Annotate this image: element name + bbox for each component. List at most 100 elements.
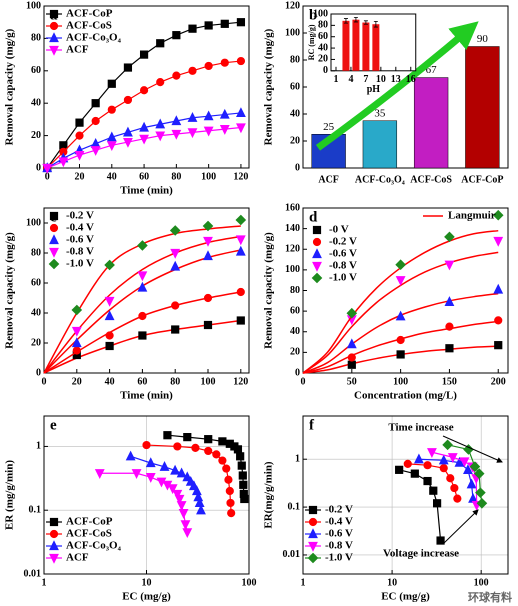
marker [466,478,477,489]
marker [171,129,182,140]
legend-label: -0.8 V [66,246,94,258]
legend-label: -0.2 V [66,210,94,222]
legend-label: ACF [66,552,89,564]
marker [139,50,149,59]
legend-label: -0.6 V [66,234,94,246]
marker [423,476,432,486]
bar [362,120,398,169]
marker [49,540,59,551]
marker [74,150,85,161]
marker [49,247,59,258]
y-tick-label: 100 [285,264,300,275]
marker [91,116,100,126]
x-axis-label: Time (min) [120,390,173,402]
legend-label: -0 V [329,224,349,236]
x-tick-label: 100 [201,376,216,387]
bar [413,77,449,169]
marker [90,137,101,148]
error-bar [373,20,378,28]
marker [139,86,149,95]
legend-label: ACF-CoS [66,528,112,540]
y-tick-label: 80 [31,247,41,258]
y-tick-label: 80 [318,20,328,31]
inset-bar [342,20,350,71]
y-tick-label: 0 [36,367,41,378]
marker [493,283,504,294]
marker [236,316,245,325]
marker [173,442,182,451]
marker [308,528,318,539]
x-axis-label: EC (mg/g) [381,591,430,603]
marker [235,235,246,246]
marker [167,484,178,495]
marker [239,480,248,489]
x-tick-label: ACF [318,174,339,185]
marker [236,287,245,297]
y-tick-label: 20 [318,54,328,65]
y-tick-label: 20 [290,135,300,146]
x-tick-label: ACF-CoS [410,174,452,185]
marker [138,331,147,340]
marker [49,553,59,564]
marker [139,134,149,145]
marker [311,272,323,284]
x-tick-label: 80 [171,171,181,182]
legend-label: ACF-Co₃O₄ [66,540,122,552]
marker [442,439,453,451]
marker [432,499,442,508]
y-tick-label: 160 [285,202,300,213]
marker [71,337,82,348]
marker [42,163,53,174]
marker [105,341,114,351]
marker [183,433,192,442]
marker [75,131,84,140]
x-tick-label: 20 [75,171,85,182]
panel-letter: f [309,417,315,433]
marker [178,509,189,519]
x-tick-label: 20 [72,376,82,387]
marker [155,131,166,142]
x-tick-label: 0 [42,376,47,387]
y-tick-label: 60 [290,81,300,92]
arrow [442,509,479,545]
y-tick-label: 80 [31,33,41,44]
marker [137,240,148,251]
marker [447,453,458,463]
x-tick-label: 100 [393,376,408,387]
y-tick-label: 100 [285,27,300,38]
marker [48,258,60,270]
marker [312,237,322,247]
y-tick-label: 40 [31,97,41,108]
marker [49,9,59,19]
marker [203,320,213,330]
marker [219,108,230,119]
marker [174,494,185,505]
marker [225,486,234,496]
marker [172,31,181,40]
marker [450,483,459,493]
marker [191,443,200,452]
inset-x-label: pH [367,84,381,95]
marker [172,489,183,500]
marker [219,125,230,135]
x-axis-label: EC (mg/g) [122,591,171,603]
marker [224,475,233,484]
y-axis-label: Removal capacity (mg/g) [4,232,16,349]
marker [312,225,322,235]
marker [182,528,193,539]
marker [236,18,246,27]
marker [395,310,406,321]
marker [233,445,243,454]
marker [237,461,246,470]
error-bar [353,17,358,23]
watermark: 环球有料 [468,590,512,604]
x-tick-label: 60 [139,171,149,182]
marker [123,137,133,148]
marker [104,259,115,271]
marker [226,498,235,508]
x-axis-label: Time (min) [120,185,173,197]
marker [156,78,165,87]
marker [49,529,59,539]
marker [188,66,197,75]
